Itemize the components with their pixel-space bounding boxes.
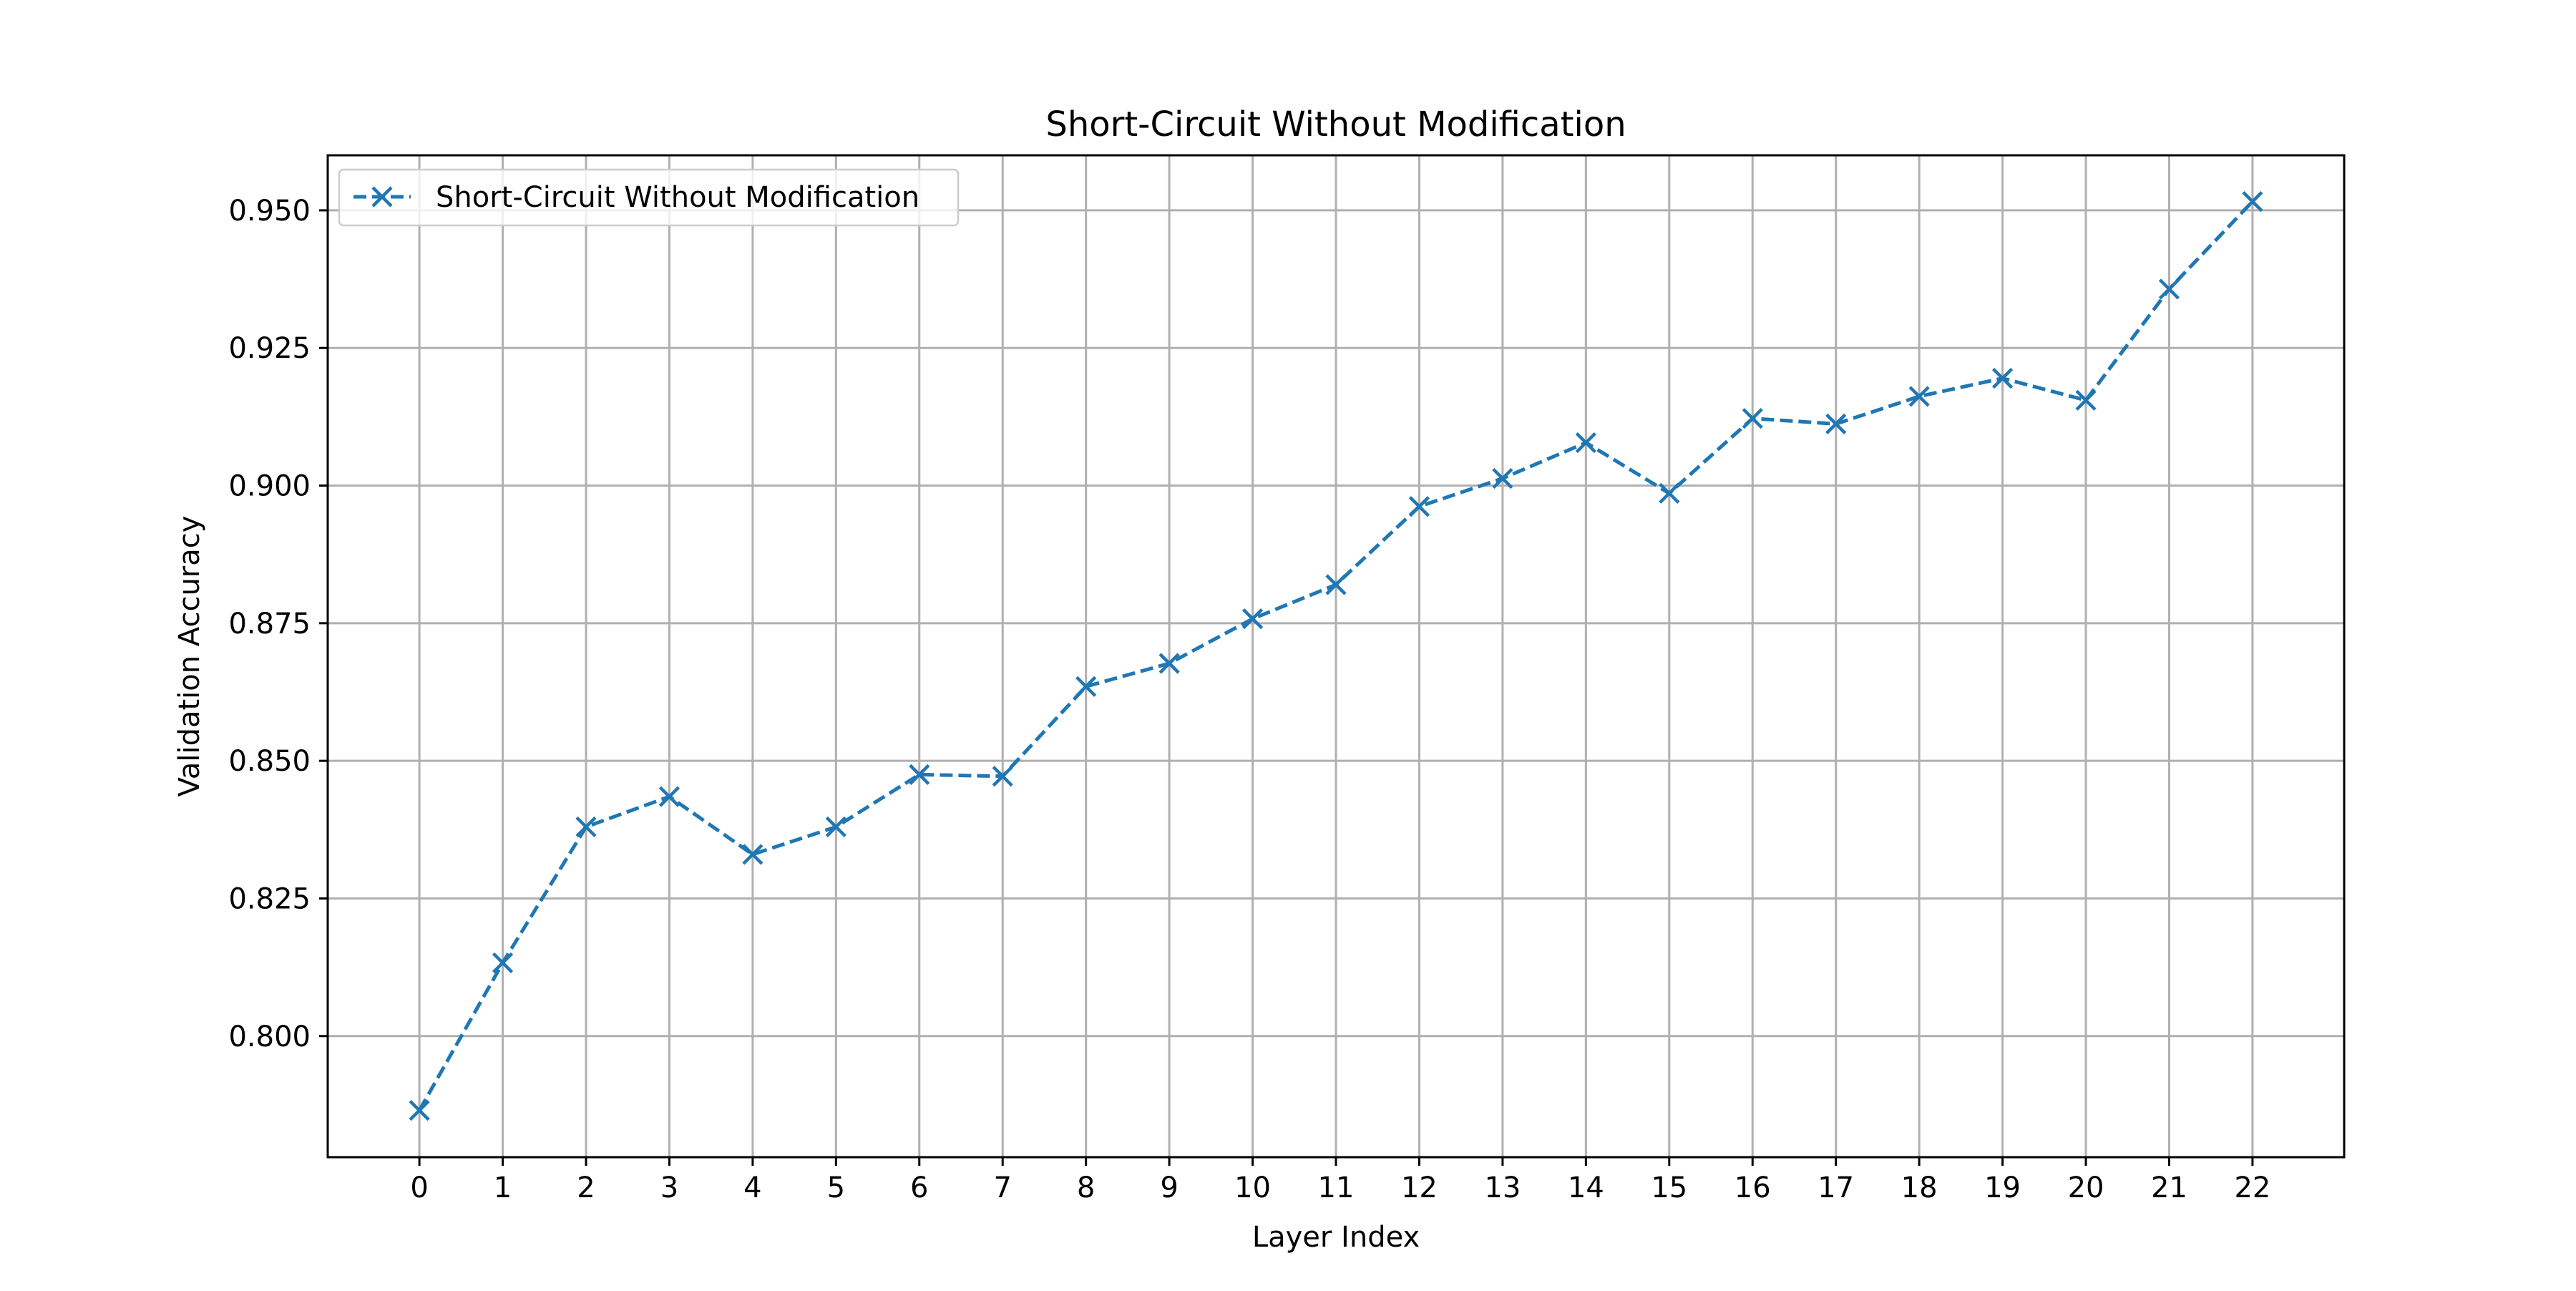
x-tick-label: 8: [1077, 1171, 1095, 1204]
x-tick-label: 20: [2068, 1171, 2104, 1204]
x-tick-label: 2: [577, 1171, 595, 1204]
data-point-marker: [1575, 432, 1596, 454]
grid-lines: [328, 155, 2344, 1157]
y-tick-label: 0.875: [228, 608, 311, 640]
chart-title: Short-Circuit Without Modification: [1045, 104, 1626, 145]
data-point-marker: [2075, 389, 2097, 411]
x-tick-label: 12: [1401, 1171, 1438, 1204]
data-point-marker: [2158, 278, 2180, 300]
y-tick-label: 0.850: [228, 745, 311, 778]
data-point-marker: [1325, 574, 1347, 595]
x-tick-label: 6: [910, 1171, 928, 1204]
x-tick-label: 3: [660, 1171, 678, 1204]
x-tick-label: 11: [1318, 1171, 1355, 1204]
y-axis-label: Validation Accuracy: [173, 516, 206, 797]
x-tick-label: 15: [1651, 1171, 1687, 1204]
data-point-marker: [1075, 676, 1097, 697]
data-point-marker: [2242, 191, 2263, 213]
x-tick-label: 5: [827, 1171, 845, 1204]
y-tick-label: 0.950: [228, 195, 311, 228]
x-tick-label: 18: [1901, 1171, 1938, 1204]
data-point-marker: [992, 766, 1013, 787]
y-tick-label: 0.800: [228, 1020, 311, 1053]
legend-label: Short-Circuit Without Modification: [436, 181, 919, 214]
legend: Short-Circuit Without Modification: [338, 168, 960, 227]
y-tick-label: 0.900: [228, 470, 311, 503]
x-tick-label: 13: [1484, 1171, 1521, 1204]
x-tick-label: 22: [2234, 1171, 2270, 1204]
data-point-marker: [1991, 367, 2014, 389]
axis-ticks: 0 1 2 3 4 5 6 7 8 9 10 11 12 13 14 15 16 17 18 19 20 21 220.80…: [228, 195, 2270, 1204]
x-tick-label: 10: [1234, 1171, 1271, 1204]
data-point-marker: [1742, 408, 1763, 429]
x-tick-label: 9: [1160, 1171, 1178, 1204]
data-point-marker: [909, 764, 930, 785]
x-tick-label: 14: [1568, 1171, 1604, 1204]
series-layer: [409, 191, 2263, 1121]
data-point-marker: [1659, 482, 1680, 504]
data-point-marker: [658, 786, 680, 807]
data-point-marker: [1825, 413, 1847, 434]
data-point-marker: [1492, 467, 1513, 489]
legend-box: [338, 168, 960, 227]
data-point-marker: [1241, 608, 1264, 630]
data-point-marker: [1908, 386, 1930, 407]
x-tick-label: 21: [2151, 1171, 2187, 1204]
data-point-marker: [742, 844, 763, 865]
data-point-marker: [492, 952, 514, 974]
y-tick-label: 0.925: [228, 332, 311, 365]
legend-marker-icon: [371, 186, 393, 208]
data-point-marker: [409, 1100, 430, 1121]
x-tick-label: 7: [993, 1171, 1011, 1204]
data-point-marker: [1408, 496, 1430, 517]
x-tick-label: 0: [410, 1171, 428, 1204]
x-tick-label: 17: [1818, 1171, 1854, 1204]
x-tick-label: 4: [743, 1171, 761, 1204]
x-tick-label: 16: [1735, 1171, 1771, 1204]
y-tick-label: 0.825: [228, 882, 311, 915]
x-tick-label: 19: [1984, 1171, 2021, 1204]
data-point-marker: [575, 816, 597, 838]
data-point-marker: [825, 816, 847, 838]
x-axis-label: Layer Index: [1252, 1221, 1420, 1254]
x-tick-label: 1: [494, 1171, 512, 1204]
data-point-marker: [1158, 653, 1180, 674]
